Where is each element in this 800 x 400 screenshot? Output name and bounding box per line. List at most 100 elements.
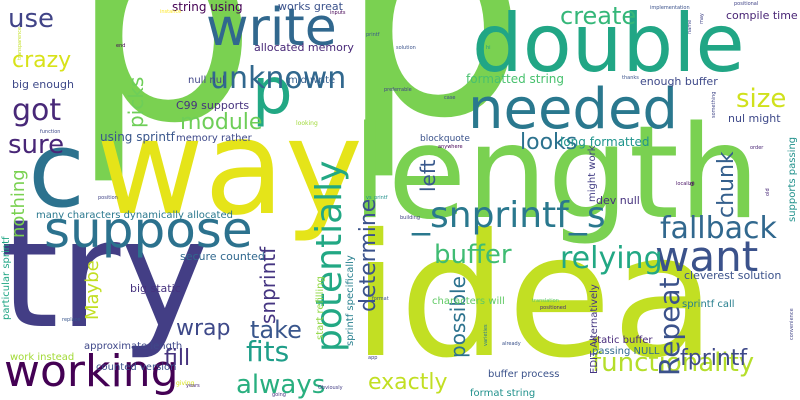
word-implementation: implementation [650,5,690,11]
word-string-using: string using [172,0,243,14]
word-try: try [0,188,210,362]
word-determine: determine [356,198,381,312]
word-buffer: buffer [434,240,512,270]
word-building: building [400,215,421,221]
word-c99-supports: C99 supports [176,99,250,112]
word-double: double [472,0,745,90]
word-functionality: functionality [592,348,755,378]
word-p: p [252,55,293,129]
word-particular-sprintf: particular sprintf [1,236,12,320]
word-idea: idea [352,198,716,396]
word-work-instead: work instead [10,352,75,363]
word-static-buffer: static buffer [592,335,653,346]
word-case: case [444,95,456,101]
word-solution: solution [396,45,416,51]
word-passing-null: passing NULL [592,346,660,357]
word-blockquote: blockquote [420,134,470,144]
word-fill: fill [164,346,191,371]
word-transparence: transparence [17,26,23,60]
word-big-enough: big enough [12,78,74,91]
word-dev-null: dev null [596,194,640,207]
word-replace: replace [62,317,81,323]
word-secure-counted: secure counted [180,250,265,263]
word-memory-rather: memory rather [176,133,252,144]
word-compile-time: compile time [726,9,798,22]
word-sure: sure [8,130,65,160]
word-vs-printf: vs_printf [366,195,388,201]
word-nul-might: nul might [728,112,781,125]
word-instance: instance [160,9,182,15]
word-start-refilling: start refilling [315,276,326,340]
word-order: order [750,145,764,151]
word-p: p [68,0,259,189]
word-using-sprintf: using sprintf [100,130,175,144]
word-chunk: chunk [714,151,739,218]
word-inputs: inputs [330,10,346,16]
word-end: end [116,43,126,49]
word-maybe: Maybe [82,260,103,320]
word-nothing: nothing [8,169,29,238]
word-already: already [502,341,521,347]
word-needed: needed [468,77,678,142]
word-working: working [4,346,179,397]
word-may: may [699,13,705,24]
word-supports-passing: supports passing [787,136,798,222]
word-varieties: varieties [483,324,489,346]
word-going: going [272,392,286,398]
word-allocated-memory: allocated memory [254,41,354,54]
word-write: write [206,0,337,58]
word-anywhere: anywhere [438,144,463,150]
word-fallback: fallback [660,211,777,246]
word-d: d [690,181,694,188]
word-convenience: convenience [789,308,795,340]
word-fprintf: fprintf [680,346,748,371]
word-use: use [8,4,55,34]
word-format: format [372,296,389,302]
word-looking: looking [296,120,318,127]
word-c: c [28,109,86,231]
word-positioned: positioned [540,305,567,311]
word-unknown: unknown [210,61,347,96]
word-create: create [560,2,637,30]
word-possible: possible [446,276,470,358]
word-exactly: exactly [368,370,448,395]
word-want: want [655,232,759,281]
word-counted-version: counted version [96,362,177,373]
word-preferrable: preferrable [384,87,412,93]
word-wrap: wrap [176,316,231,341]
word-enough-buffer: enough buffer [640,75,718,88]
word-big-static: big static [130,282,181,295]
word-way: way [96,91,363,245]
word-might-work: might work [587,145,598,202]
word-giving: giving [176,380,195,387]
word-cleverest-solution: cleverest solution [684,269,782,282]
word-years: years [186,383,200,389]
word-thanks: thanks [622,75,639,81]
word-length: length [352,99,760,248]
word-position: position [98,195,118,201]
word-module: module [180,110,263,135]
word-works-great: works great [278,0,343,13]
word-looks: looks [520,130,578,155]
word-relying: relying [560,241,663,276]
word-printf: printf [366,32,380,38]
word-left: left [416,159,440,192]
word-app: app [368,355,378,361]
word-got: got [12,93,62,128]
word-take: take [250,316,302,344]
word-long-formatted: long formatted [560,135,650,149]
word-formatted-string: formatted string [466,72,565,86]
word-hi: hi [486,45,491,51]
word-picks: picks [124,76,148,128]
word-name: name [687,19,693,34]
word-many-characters-dynamically-allocated: many characters dynamically allocated [36,210,233,221]
word-edit-alternatively: EDIT Alternatively [589,284,600,374]
word-positional: positional [734,1,759,7]
word-function: function [40,129,61,135]
word-buffer-process: buffer process [488,369,560,380]
word-always: always [236,370,326,400]
word-sprintf-call: sprintf call [682,299,735,310]
word-approximate-length: approximate length [84,341,183,352]
word-localize: localize [676,181,695,187]
